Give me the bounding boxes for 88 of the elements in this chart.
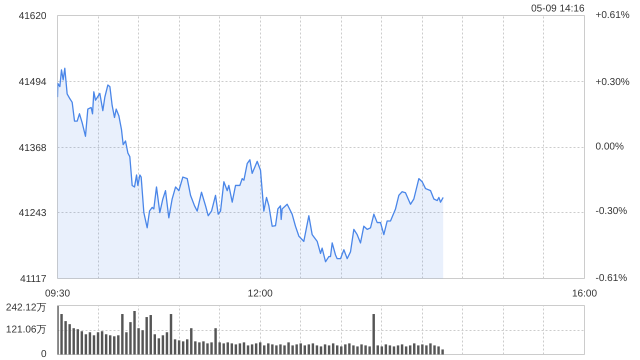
- y2-tick-label: -0.61%: [596, 273, 628, 284]
- bar: [417, 345, 420, 354]
- bar: [158, 338, 160, 354]
- x-tick-label: 09:30: [44, 288, 70, 300]
- bar: [100, 331, 104, 354]
- bar: [291, 345, 294, 354]
- bar: [312, 343, 314, 354]
- bar: [190, 328, 192, 354]
- y-tick-label: 41494: [18, 76, 47, 88]
- bar: [166, 332, 168, 354]
- bar: [162, 335, 164, 354]
- bar: [254, 343, 258, 354]
- bar: [372, 314, 375, 354]
- bar: [198, 342, 201, 354]
- bar: [384, 344, 388, 354]
- bar: [336, 345, 338, 354]
- bar: [441, 349, 444, 354]
- bar: [304, 345, 306, 354]
- y-tick-label: 41368: [18, 142, 47, 154]
- y-tick-label: 41620: [18, 11, 47, 22]
- bar: [425, 345, 428, 354]
- bar: [316, 345, 318, 354]
- bar: [178, 340, 180, 354]
- y2-tick-label: 0.00%: [596, 142, 624, 152]
- bar: [202, 341, 205, 354]
- text: 05-09 14:16: [531, 4, 585, 14]
- bar: [96, 332, 100, 354]
- bar: [258, 342, 262, 354]
- bar: [332, 343, 334, 354]
- bar: [80, 331, 84, 354]
- y-tick-label: 41243: [18, 208, 47, 220]
- bar: [400, 344, 404, 354]
- bar: [263, 345, 266, 354]
- x-tick-label: 16:00: [572, 288, 598, 300]
- bar: [76, 329, 79, 354]
- bar: [222, 343, 225, 354]
- bar: [413, 343, 416, 354]
- bar: [250, 344, 254, 354]
- bar: [60, 314, 63, 354]
- bar: [271, 344, 274, 354]
- x-tick-label: 12:00: [248, 288, 274, 300]
- bar: [182, 341, 184, 354]
- bar: [300, 343, 302, 354]
- bar: [279, 344, 282, 354]
- bar: [275, 345, 278, 354]
- y2-tick-label: +0.30%: [596, 76, 630, 88]
- y2-tick-label: -0.30%: [596, 206, 628, 218]
- bar: [238, 343, 242, 354]
- bar: [287, 342, 290, 354]
- bar: [145, 317, 148, 354]
- bar: [174, 339, 176, 354]
- y-tick-label: 0: [40, 349, 47, 360]
- bar: [348, 343, 351, 354]
- bar: [295, 344, 298, 354]
- bar: [388, 345, 392, 354]
- bar: [308, 344, 310, 354]
- y-tick-label: 41117: [20, 274, 47, 285]
- bar: [360, 344, 363, 354]
- bar: [421, 344, 424, 354]
- bar: [352, 345, 355, 354]
- bar: [214, 328, 217, 354]
- bar: [150, 315, 152, 354]
- bar: [267, 343, 270, 354]
- bar: [429, 343, 432, 354]
- bar: [72, 328, 75, 354]
- bar: [437, 346, 440, 354]
- bar: [113, 336, 116, 354]
- y-tick-label: 242.12万: [6, 302, 47, 314]
- bar: [230, 343, 234, 354]
- bar: [88, 332, 92, 354]
- bar: [404, 346, 408, 354]
- bar: [137, 328, 140, 354]
- bar: [108, 335, 112, 354]
- bar: [68, 324, 71, 354]
- bar: [104, 334, 108, 354]
- bar: [328, 345, 330, 354]
- bar: [364, 345, 367, 354]
- bar: [84, 334, 88, 354]
- bar: [408, 345, 412, 354]
- bar: [226, 342, 229, 354]
- y-tick-label: 121.06万: [6, 324, 47, 336]
- bar: [234, 344, 238, 354]
- bar: [121, 314, 124, 354]
- bar: [344, 344, 347, 354]
- bar: [324, 344, 326, 354]
- bar: [380, 346, 384, 354]
- bar: [340, 346, 342, 354]
- y2-tick-label: +0.61%: [596, 10, 630, 21]
